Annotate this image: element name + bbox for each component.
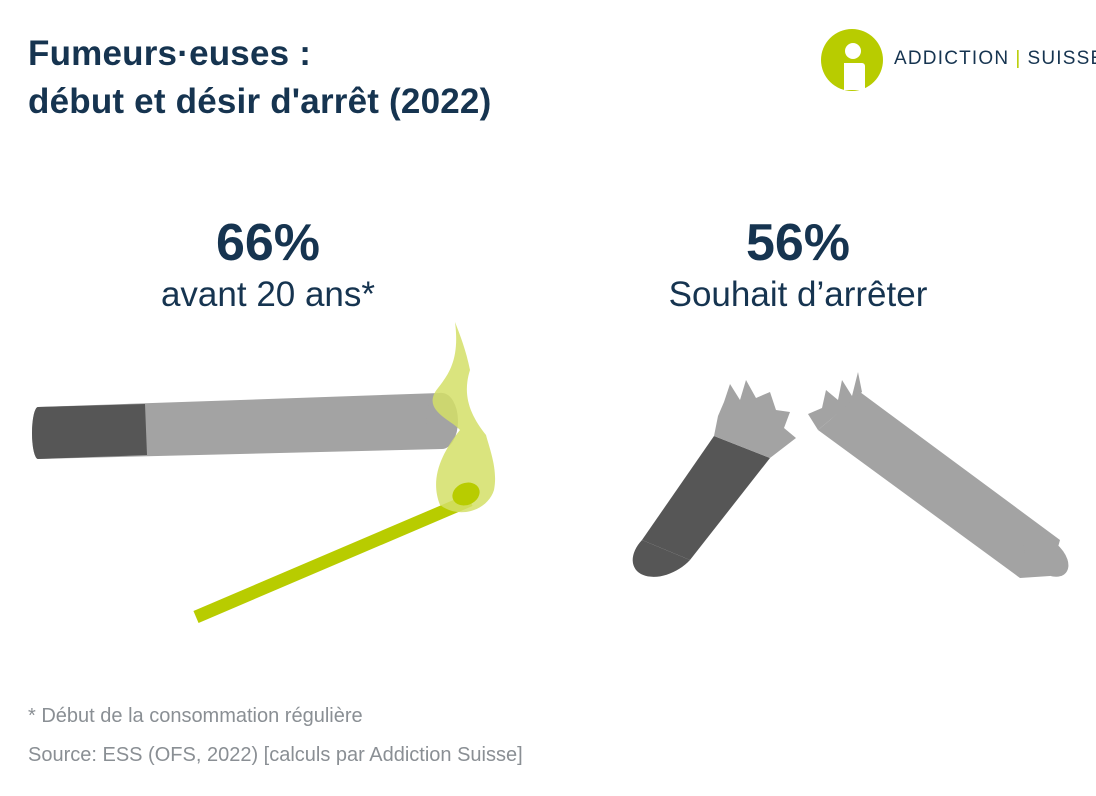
stat-wish-to-quit: 56% Souhait d’arrêter xyxy=(598,213,998,317)
stat-quit-label: Souhait d’arrêter xyxy=(668,275,928,314)
logo-text-addiction: ADDICTION xyxy=(894,48,1010,69)
stat-start-value: 66% xyxy=(215,214,321,272)
logo-text-suisse: SUISSE xyxy=(1027,48,1096,69)
addiction-suisse-logo: ADDICTION|SUISSE xyxy=(820,28,1096,92)
stat-start-label: avant 20 ans* xyxy=(160,275,376,314)
stat-start-before-20: 66% avant 20 ans* xyxy=(118,213,418,317)
addiction-suisse-logo-icon xyxy=(821,29,883,91)
broken-cigarette-icon xyxy=(632,372,1069,578)
title-line-1: Fumeurs·euses : xyxy=(28,34,312,73)
footnote-definition: * Début de la consommation régulière xyxy=(28,705,363,727)
title-line-2: début et désir d'arrêt (2022) xyxy=(28,82,492,121)
stat-quit-value: 56% xyxy=(745,214,851,272)
logo-wordmark: ADDICTION|SUISSE xyxy=(894,48,1096,70)
source-citation: Source: ESS (OFS, 2022) [calculs par Add… xyxy=(28,744,523,766)
page-title: Fumeurs·euses : début et désir d'arrêt (… xyxy=(28,30,491,126)
logo-separator: | xyxy=(1015,48,1022,69)
lit-cigarette-and-match-icon xyxy=(32,322,496,623)
